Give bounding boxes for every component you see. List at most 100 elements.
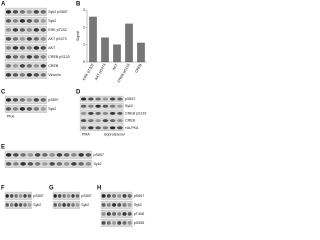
blot-band [40,64,46,68]
blot-band [57,194,62,198]
blot-band [20,153,26,157]
blot-band [12,46,19,50]
blot-band [19,98,26,102]
blot-band [26,37,33,41]
blot-band [12,98,19,102]
blot-band [5,64,12,68]
blot-band [109,97,116,101]
blot-band [26,73,33,77]
blot-band [12,28,19,32]
blot-band [19,46,26,50]
y-tick-label: 3 [83,8,85,12]
blot-band [56,153,63,157]
blot-band [13,153,19,157]
blot-band [33,37,39,41]
blot-band [33,64,39,68]
blot-strip [79,103,124,110]
blot-band [27,194,32,198]
y-tick-label: 0 [83,60,85,64]
blot-strip [52,191,80,200]
blot-band [101,212,106,216]
blot-band [5,162,12,166]
blot-band [27,203,32,207]
blot-band [34,153,41,157]
blot-band [33,107,39,111]
blot-band [19,55,26,59]
row-label: Vinculin [48,73,61,77]
blot-band [62,203,66,207]
blot-band [26,64,33,68]
x-tick-label: CREB pS133 [117,63,131,84]
blot-band [75,194,80,198]
blot-band [109,104,116,108]
blot-band [106,212,111,216]
blot-band [19,73,26,77]
blot-strip [52,200,80,209]
panel-letter: D [76,90,81,96]
row-label: AKT pS473 [48,37,66,41]
blot-band [95,104,101,108]
blot-band [88,104,94,108]
blot-strip [4,104,47,113]
blot-band [127,194,132,198]
bar [89,16,97,63]
row-label: pS897 [81,194,91,198]
blot-band [85,153,92,157]
blot-band [122,221,127,225]
blot-strip [100,191,133,200]
blot-band [88,126,94,130]
blot-band [5,10,12,14]
blot-strip [79,110,124,117]
blot-strip [4,61,47,70]
blot-strip [4,16,47,25]
panel-letter: E [1,145,5,151]
blot-band [12,107,19,111]
row-label: pS555 [134,221,144,225]
blot-band [117,194,122,198]
blot-band [40,46,46,50]
blot-band [80,119,87,123]
blot-band [85,162,92,166]
row-label: pS897 [33,194,43,198]
blot-band [117,221,122,225]
blot-band [26,28,33,32]
condition-label: Isoproterenol [104,132,125,136]
blot-band [80,126,87,130]
blot-band [66,194,71,198]
blot-band [122,212,127,216]
blot-band [106,194,111,198]
blot-band [18,203,23,207]
blot-strip [4,159,93,168]
row-label: pS897 [125,97,135,101]
blot-strip [79,117,124,124]
blot-band [14,203,18,207]
blot-band [127,221,132,225]
row-label: ERK pT202 [48,28,67,32]
row-label: pS897 [48,98,58,102]
blot-band [33,19,39,23]
row-label: Syk2 [48,19,56,23]
blot-strip [4,43,47,52]
blot-band [71,194,75,198]
blot-band [33,46,39,50]
row-label: CREB [48,64,59,68]
blot-band [34,162,41,166]
bar [113,44,121,63]
blot-band [33,10,39,14]
blot-band [5,28,12,32]
blot-band [19,64,26,68]
blot-band [66,203,71,207]
row-label: Syk2 pS897 [48,10,67,14]
blot-band [26,107,33,111]
blot-band [5,107,12,111]
blot-band [117,119,123,123]
blot-band [26,98,33,102]
blot-band [106,203,111,207]
blot-band [102,104,109,108]
blot-band [102,97,109,101]
blot-band [19,28,26,32]
blot-strip [4,70,47,79]
panel-letter: B [76,2,81,8]
blot-band [117,111,123,115]
